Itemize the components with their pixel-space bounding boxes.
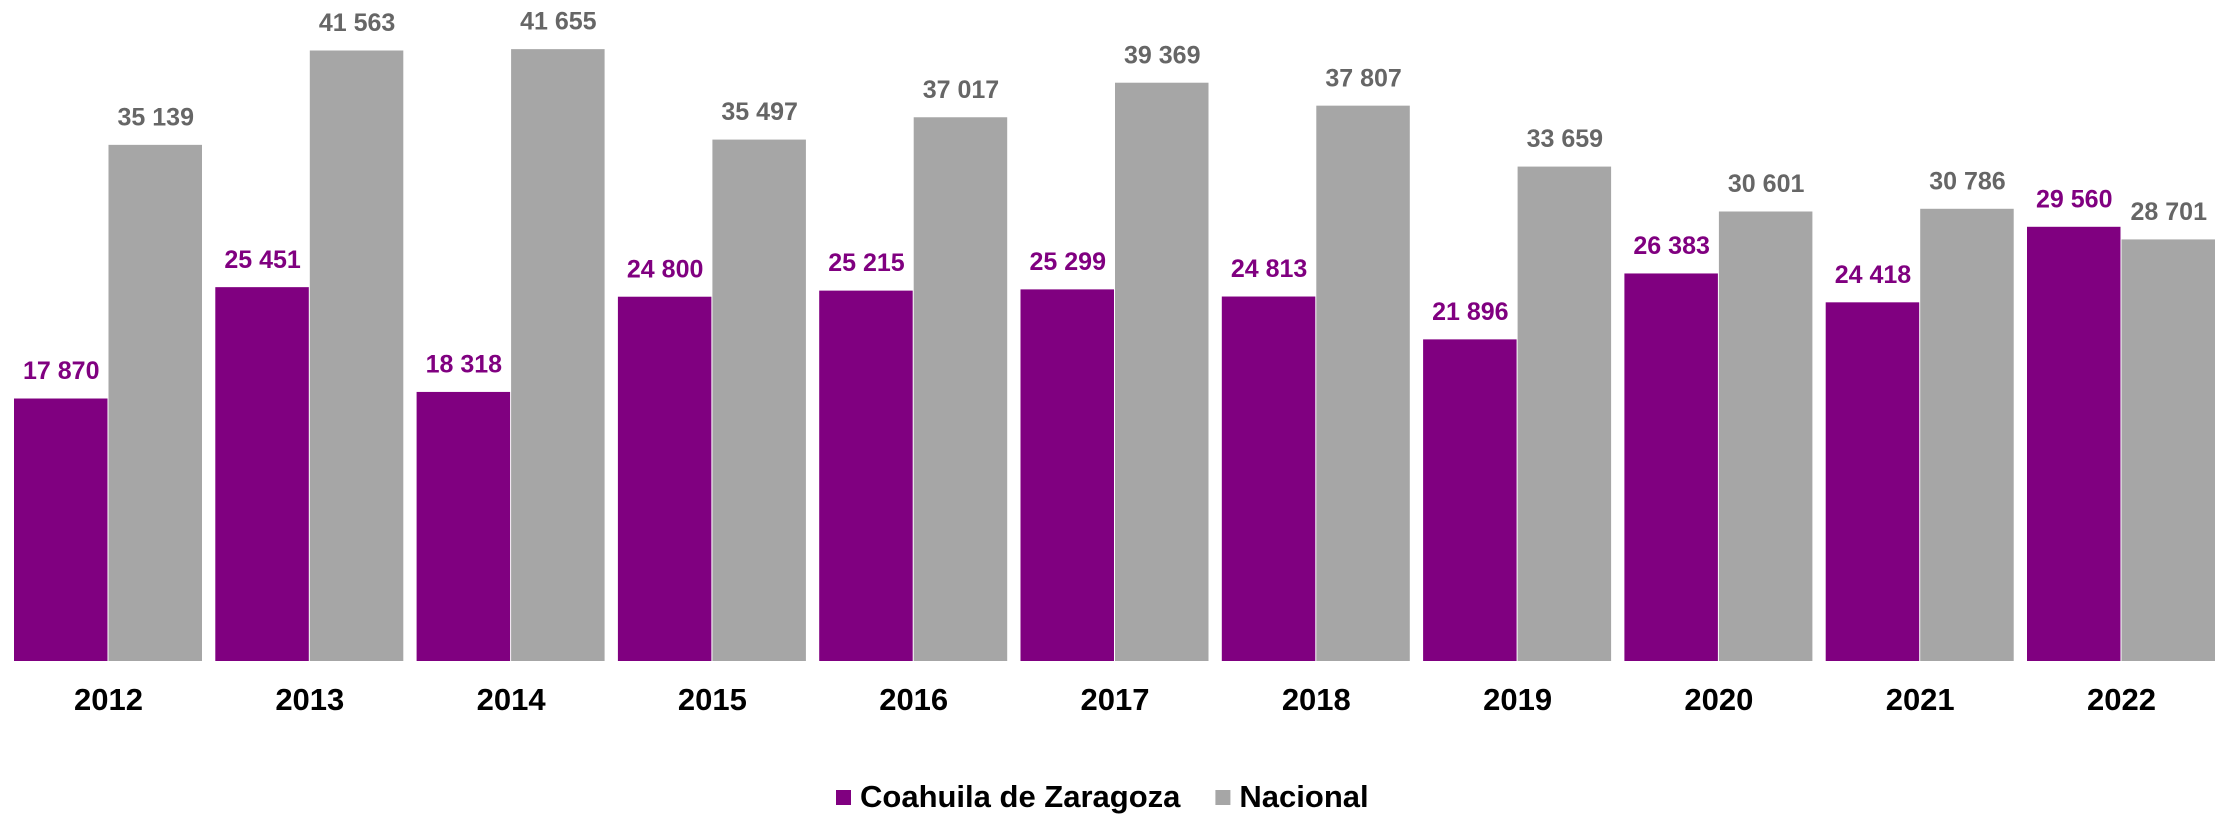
data-label: 17 870 <box>23 357 99 385</box>
data-label: 25 451 <box>224 246 301 274</box>
bar <box>617 296 712 661</box>
data-label: 37 807 <box>1325 64 1401 92</box>
data-label: 24 800 <box>627 255 703 283</box>
bar <box>1423 339 1517 661</box>
data-label: 28 701 <box>2131 198 2208 226</box>
x-tick-label: 2018 <box>1282 682 1351 717</box>
data-label: 29 560 <box>2036 185 2112 213</box>
data-label: 21 896 <box>1432 298 1508 326</box>
bar <box>215 287 309 661</box>
legend-swatch <box>836 790 851 805</box>
bar <box>1920 208 2014 661</box>
data-label: 41 655 <box>520 8 597 36</box>
bar <box>1718 211 1813 661</box>
bar <box>1624 273 1718 661</box>
data-label: 30 601 <box>1728 170 1805 198</box>
bar <box>913 117 1008 661</box>
bar <box>1517 166 1612 662</box>
x-tick-label: 2021 <box>1886 682 1955 717</box>
data-label: 26 383 <box>1633 232 1709 260</box>
data-label: 18 318 <box>426 351 503 379</box>
bar <box>1020 289 1114 661</box>
x-tick-label: 2015 <box>678 682 747 717</box>
x-tick-label: 2022 <box>2087 682 2156 717</box>
bar <box>416 391 511 661</box>
bar <box>819 290 913 661</box>
data-label: 25 215 <box>828 249 905 277</box>
data-label: 33 659 <box>1527 125 1603 153</box>
data-label: 41 563 <box>319 9 395 37</box>
x-tick-label: 2014 <box>477 682 547 717</box>
data-label: 39 369 <box>1124 41 1200 69</box>
x-tick-label: 2016 <box>879 682 948 717</box>
bar <box>108 144 202 661</box>
legend-swatch <box>1215 790 1231 805</box>
bar <box>2121 239 2215 662</box>
bar <box>1221 296 1316 661</box>
x-tick-label: 2012 <box>74 682 143 717</box>
bar <box>1825 302 1920 661</box>
x-tick-label: 2019 <box>1483 682 1552 717</box>
bar <box>712 139 806 662</box>
data-label: 24 813 <box>1231 255 1307 283</box>
data-label: 24 418 <box>1835 261 1912 289</box>
data-label: 37 017 <box>923 76 999 104</box>
x-tick-label: 2020 <box>1684 682 1753 717</box>
legend-label: Coahuila de Zaragoza <box>860 779 1181 814</box>
legend-label: Nacional <box>1239 779 1368 814</box>
data-label: 35 139 <box>118 103 194 131</box>
data-label: 25 299 <box>1030 248 1106 276</box>
bar <box>309 50 404 661</box>
bar <box>1115 82 1209 661</box>
bar <box>14 398 108 661</box>
x-tick-label: 2013 <box>275 682 344 717</box>
bar <box>2027 226 2121 661</box>
bar <box>511 49 605 661</box>
x-tick-label: 2017 <box>1081 682 1150 717</box>
data-label: 30 786 <box>1929 167 2005 195</box>
data-label: 35 497 <box>721 98 797 126</box>
bar <box>1316 105 1410 662</box>
